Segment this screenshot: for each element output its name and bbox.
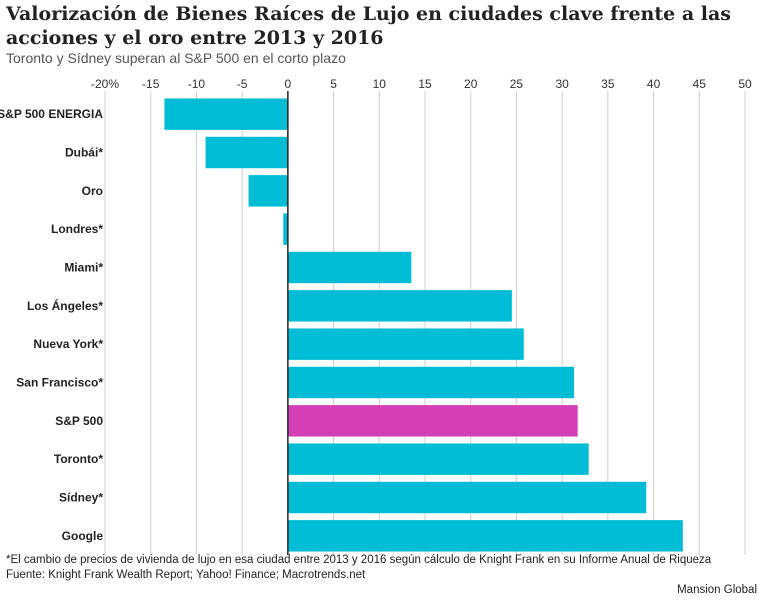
chart-subtitle: Toronto y Sídney superan al S&P 500 en e… [6,50,346,66]
x-tick-label: 50 [738,77,752,91]
x-tick-label: 30 [555,77,569,91]
category-label: Miami* [64,261,103,275]
bar-dub-i [205,136,288,169]
category-label: Dubái* [65,146,103,160]
source-note: Fuente: Knight Frank Wealth Report; Yaho… [6,569,366,581]
category-label: S&P 500 ENERGIA [0,107,103,121]
bar-san-francisco [287,366,575,399]
x-tick-label: 45 [693,77,707,91]
x-tick-label: 0 [285,77,292,91]
x-tick-label: -15 [142,77,160,91]
bar-miami [287,251,412,284]
bar-s-p-500-energia [164,98,288,130]
category-label: S&P 500 [55,414,103,428]
bar-toronto [287,443,589,475]
footnote: *El cambio de precios de vivienda de luj… [6,554,712,566]
bar-google [287,520,683,552]
category-label: Sídney* [59,491,103,505]
x-tick-label: 35 [601,77,615,91]
x-tick-label: -20% [91,77,119,91]
category-label: Los Ángeles* [27,298,103,313]
category-label: Nueva York* [33,337,103,351]
x-tick-label: 5 [330,77,337,91]
bar-londres [283,213,288,245]
category-label: Google [62,529,104,543]
x-tick-label: -10 [188,77,206,91]
x-tick-label: 10 [373,77,387,91]
x-tick-label: 15 [418,77,432,91]
x-tick-label: -5 [237,77,248,91]
category-label: Oro [82,184,103,198]
category-label: Londres* [51,222,103,236]
bar-s-p-500 [287,405,578,437]
bar-nueva-york [287,328,524,360]
x-tick-label: 40 [647,77,661,91]
x-tick-label: 25 [510,77,524,91]
chart-title: Valorización de Bienes Raíces de Lujo en… [6,3,731,49]
credit-label: Mansion Global [677,584,757,596]
category-label: San Francisco* [16,376,103,390]
bar-s-dney [287,481,647,514]
x-tick-label: 20 [464,77,478,91]
bar-los-ngeles [287,290,512,322]
bar-oro [248,175,288,207]
category-label: Toronto* [54,452,103,466]
